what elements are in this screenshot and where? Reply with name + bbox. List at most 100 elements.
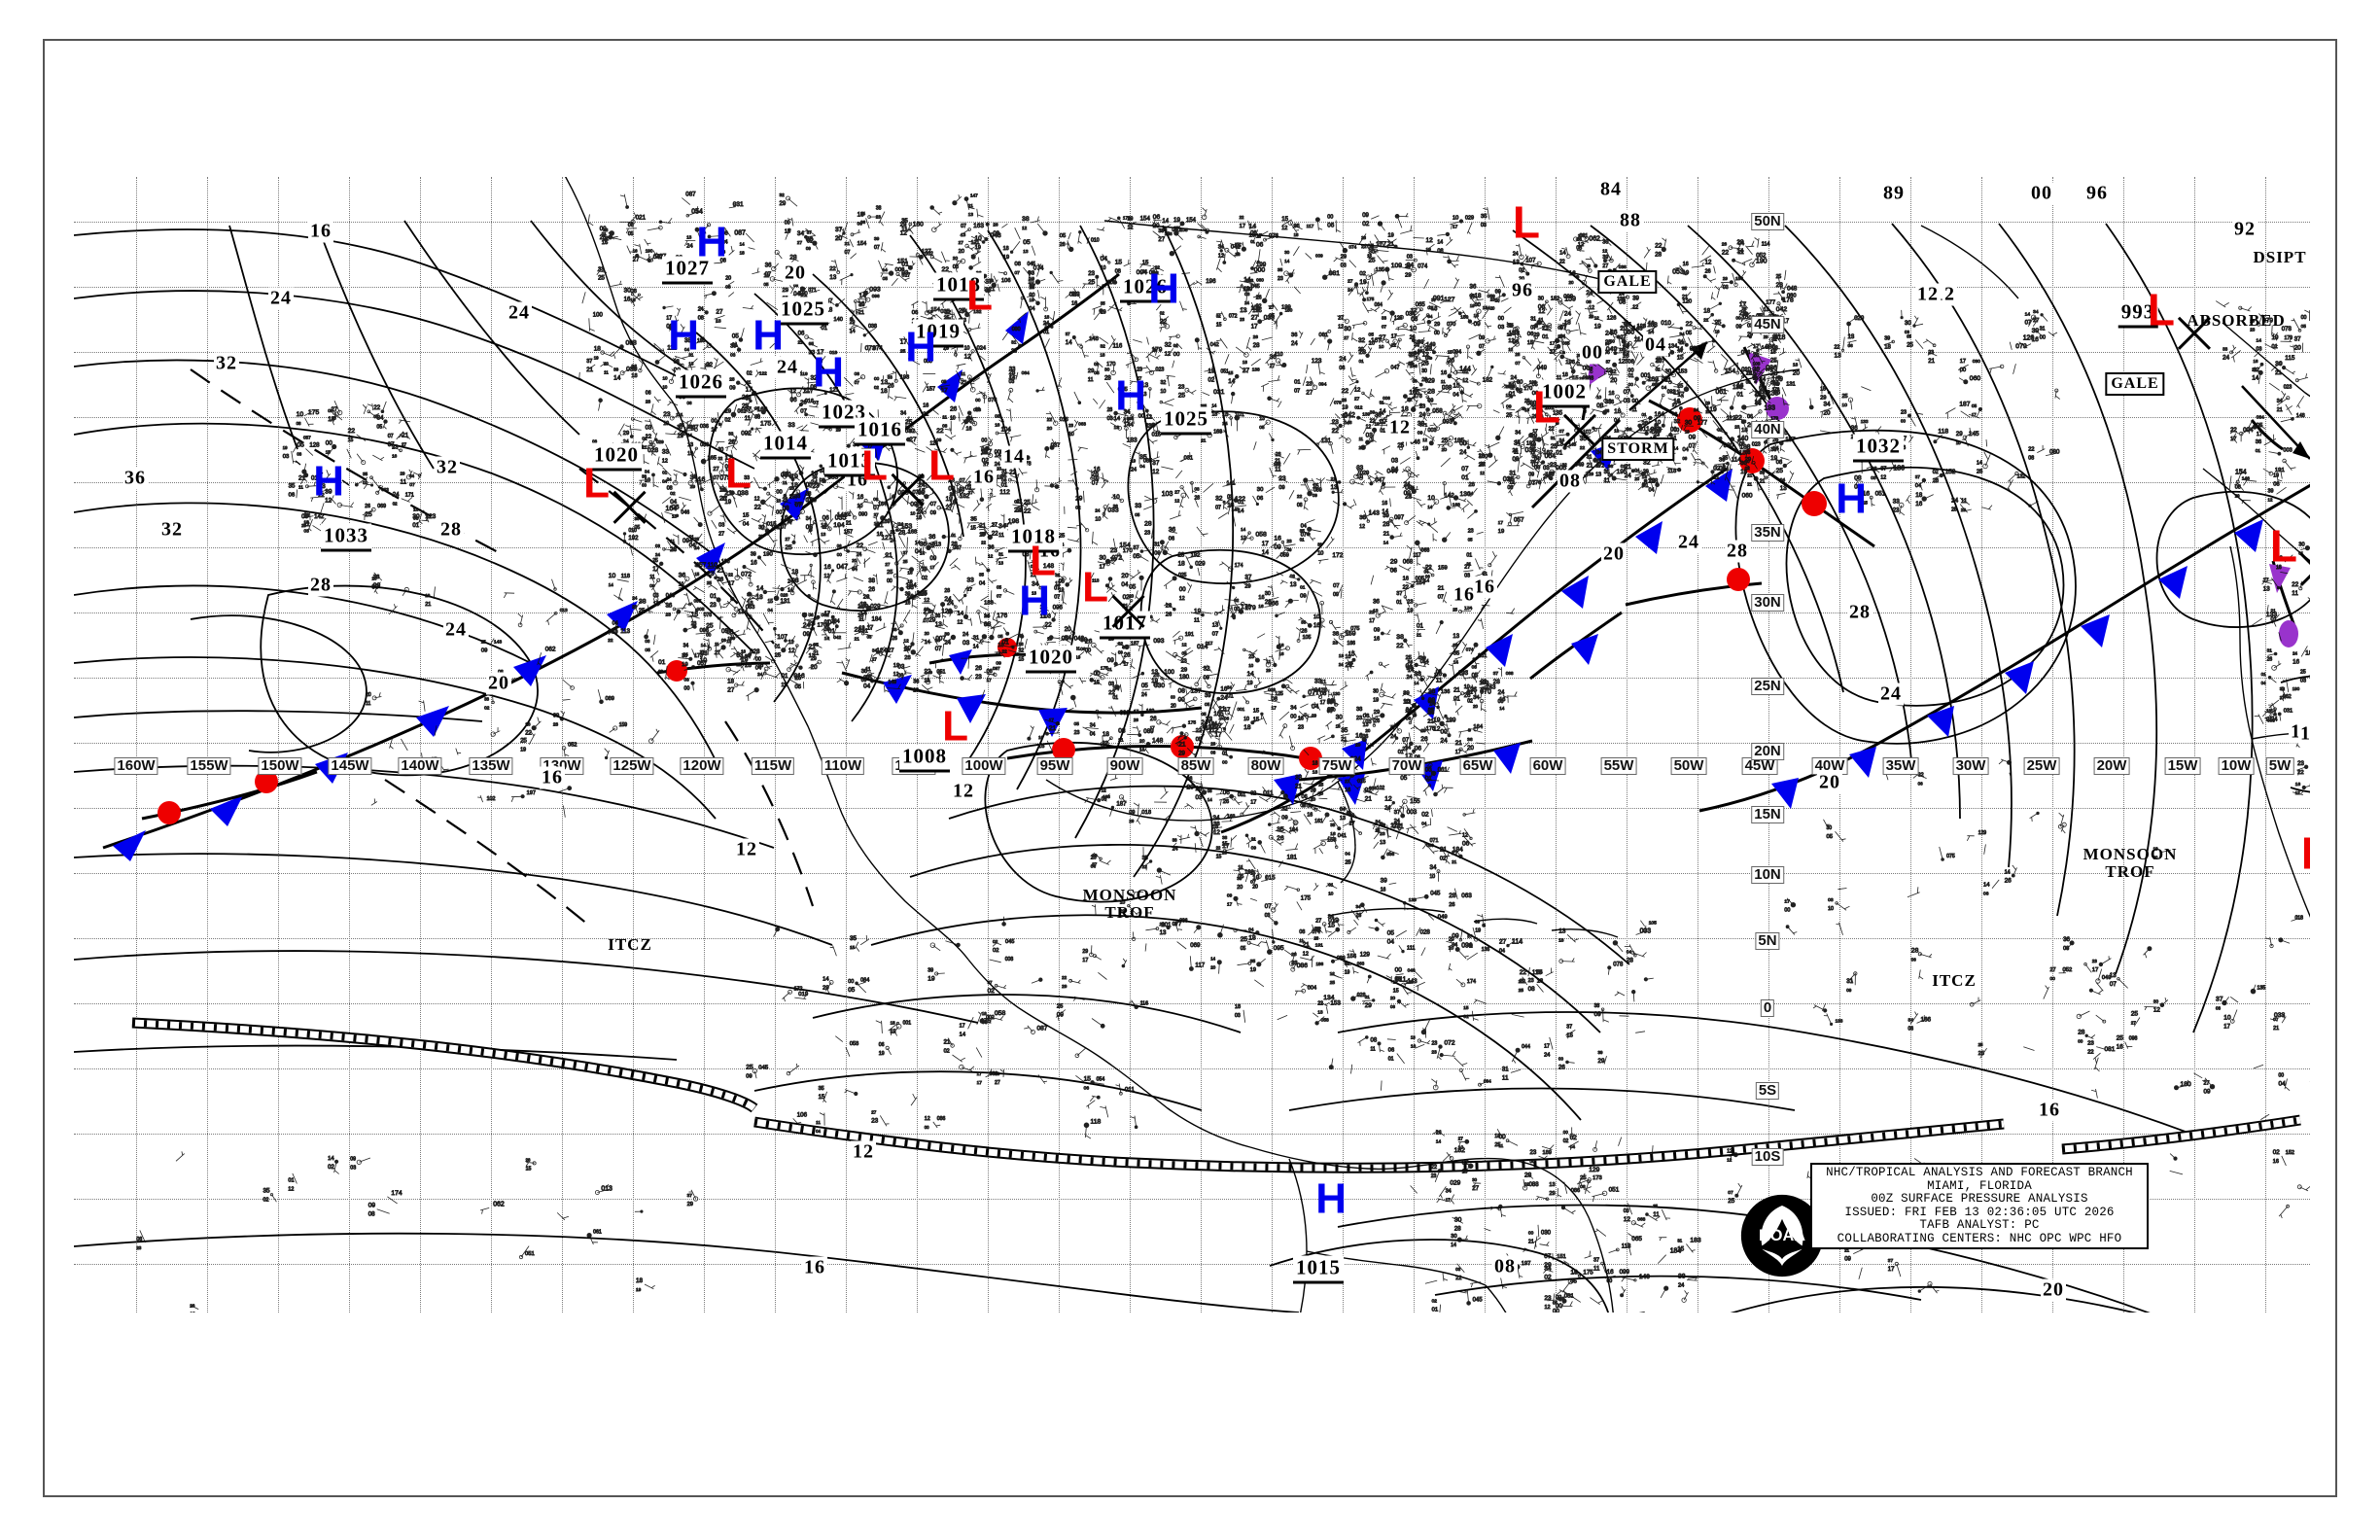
svg-text:01: 01: [1238, 500, 1243, 506]
low-symbol: L: [2270, 524, 2297, 569]
svg-text:12: 12: [1705, 260, 1712, 266]
svg-text:10: 10: [1248, 663, 1253, 668]
svg-text:02: 02: [1365, 787, 1373, 793]
svg-text:19: 19: [1530, 442, 1536, 448]
svg-text:189: 189: [882, 519, 891, 525]
svg-text:14: 14: [1468, 491, 1473, 496]
svg-text:06: 06: [1425, 575, 1430, 579]
svg-text:04: 04: [828, 619, 836, 626]
svg-text:37: 37: [1244, 575, 1252, 581]
svg-text:26: 26: [950, 405, 958, 412]
svg-text:07: 07: [2110, 981, 2118, 988]
svg-text:15: 15: [979, 532, 985, 538]
svg-text:39: 39: [905, 592, 911, 598]
svg-text:16: 16: [1227, 503, 1235, 509]
svg-text:12: 12: [1538, 308, 1546, 315]
svg-text:106: 106: [797, 1111, 808, 1118]
svg-text:190: 190: [1756, 258, 1768, 264]
svg-text:05: 05: [1972, 403, 1978, 409]
svg-text:02: 02: [603, 236, 609, 242]
svg-text:005: 005: [1416, 577, 1424, 582]
svg-text:167: 167: [1371, 337, 1382, 344]
svg-text:22: 22: [936, 428, 944, 435]
svg-text:28: 28: [1359, 445, 1364, 450]
svg-text:19: 19: [1683, 270, 1689, 276]
svg-text:27: 27: [1242, 368, 1250, 374]
svg-text:35: 35: [263, 1188, 271, 1195]
svg-text:20: 20: [1252, 885, 1258, 891]
warning-annotation: STORM: [1601, 438, 1675, 461]
svg-text:09: 09: [1689, 435, 1697, 441]
svg-text:193: 193: [900, 375, 910, 381]
svg-text:12: 12: [1727, 1149, 1732, 1155]
svg-text:32: 32: [1215, 495, 1223, 502]
svg-text:27: 27: [968, 490, 974, 496]
svg-text:15: 15: [1677, 356, 1684, 362]
svg-text:36: 36: [1291, 332, 1297, 338]
svg-text:001: 001: [1120, 711, 1131, 717]
svg-text:23: 23: [1734, 425, 1740, 430]
svg-text:38: 38: [1172, 838, 1177, 843]
svg-text:24: 24: [1513, 251, 1519, 257]
low-center-x-icon: [2177, 316, 2212, 350]
svg-text:24: 24: [1498, 689, 1505, 696]
svg-text:10: 10: [1317, 551, 1323, 557]
svg-text:22: 22: [373, 404, 380, 411]
svg-text:22: 22: [1508, 476, 1513, 481]
svg-text:05: 05: [1570, 1278, 1576, 1284]
svg-text:125: 125: [1275, 691, 1283, 697]
svg-text:18: 18: [1533, 324, 1538, 329]
svg-text:128: 128: [309, 442, 320, 449]
svg-text:05: 05: [645, 648, 650, 653]
svg-text:10: 10: [1655, 420, 1661, 426]
svg-text:26: 26: [1253, 334, 1259, 339]
svg-text:05: 05: [1060, 233, 1066, 239]
svg-text:20: 20: [925, 631, 929, 636]
svg-text:27: 27: [1379, 334, 1386, 341]
svg-text:22: 22: [2028, 447, 2034, 453]
svg-text:087: 087: [685, 192, 696, 198]
svg-text:00: 00: [1674, 428, 1680, 434]
svg-text:184: 184: [806, 497, 817, 504]
svg-text:20: 20: [1365, 728, 1370, 733]
svg-text:091: 091: [1461, 943, 1473, 950]
svg-text:15: 15: [1094, 681, 1100, 686]
svg-text:00: 00: [1534, 466, 1540, 472]
svg-text:35: 35: [1453, 651, 1459, 657]
title-line-6: COLLABORATING CENTERS: NHC OPC WPC HFO: [1816, 1232, 2143, 1246]
feature-annotation: DSIPT: [2253, 249, 2306, 266]
svg-text:20: 20: [1569, 280, 1575, 285]
svg-text:028: 028: [1357, 993, 1366, 998]
isobar-label: 16: [540, 766, 565, 789]
svg-text:139: 139: [1446, 717, 1456, 723]
svg-text:172: 172: [794, 986, 803, 992]
svg-text:16: 16: [995, 423, 1000, 428]
svg-text:25: 25: [1580, 1175, 1586, 1181]
svg-text:18: 18: [1235, 1004, 1241, 1010]
svg-text:14: 14: [1499, 706, 1505, 711]
svg-text:25: 25: [1558, 334, 1562, 339]
svg-text:10: 10: [1596, 395, 1601, 400]
svg-text:19: 19: [1345, 970, 1350, 976]
svg-text:060: 060: [1742, 493, 1753, 500]
svg-text:019: 019: [798, 992, 808, 998]
svg-text:171: 171: [405, 493, 414, 499]
svg-text:018: 018: [2295, 915, 2304, 921]
svg-text:102: 102: [1377, 786, 1385, 791]
svg-text:16: 16: [1139, 747, 1145, 752]
svg-text:00: 00: [1960, 368, 1966, 373]
svg-text:38: 38: [639, 598, 647, 605]
svg-text:23: 23: [707, 571, 715, 578]
svg-text:046: 046: [681, 509, 689, 515]
svg-text:12: 12: [1462, 832, 1468, 838]
svg-text:06: 06: [1467, 942, 1473, 948]
svg-text:39: 39: [1602, 255, 1608, 261]
svg-text:175: 175: [308, 409, 320, 416]
svg-text:34: 34: [1376, 819, 1382, 824]
svg-text:26: 26: [1060, 242, 1066, 248]
svg-text:10: 10: [1029, 280, 1034, 286]
svg-text:07: 07: [935, 646, 942, 652]
svg-text:30: 30: [995, 1071, 1000, 1076]
svg-text:044: 044: [1522, 1044, 1530, 1050]
svg-text:15: 15: [1463, 1005, 1469, 1010]
